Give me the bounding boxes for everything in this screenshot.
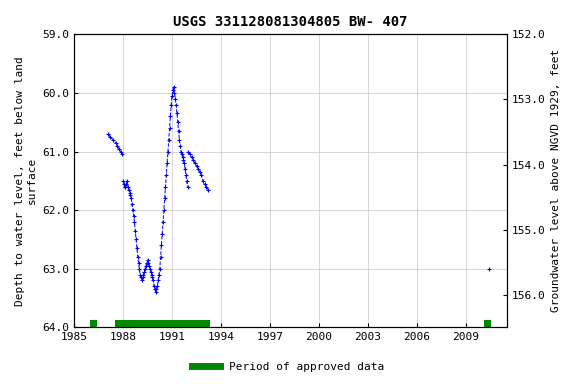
- Legend: Period of approved data: Period of approved data: [188, 358, 388, 377]
- Bar: [484, 319, 491, 327]
- Y-axis label: Groundwater level above NGVD 1929, feet: Groundwater level above NGVD 1929, feet: [551, 49, 561, 313]
- Bar: [115, 319, 210, 327]
- Title: USGS 331128081304805 BW- 407: USGS 331128081304805 BW- 407: [173, 15, 408, 29]
- Bar: [90, 319, 97, 327]
- Y-axis label: Depth to water level, feet below land
surface: Depth to water level, feet below land su…: [15, 56, 37, 306]
